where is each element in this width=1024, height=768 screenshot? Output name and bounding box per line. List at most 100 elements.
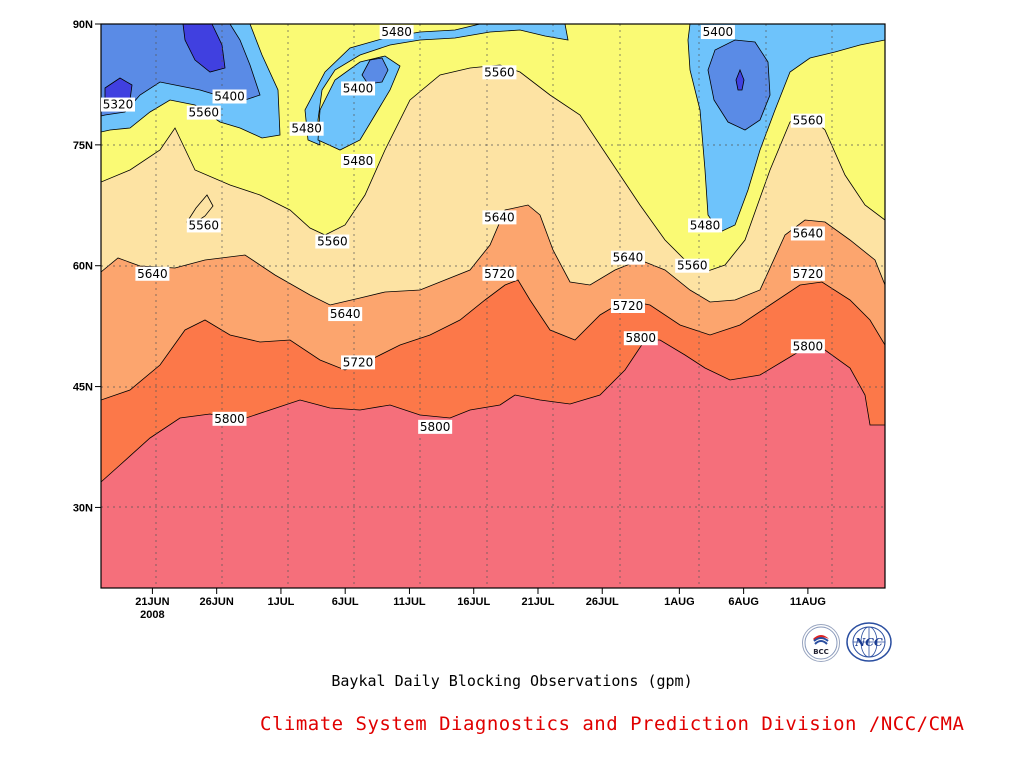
band-below-5320-east <box>735 68 745 91</box>
x-tick-label: 1JUL <box>267 596 294 608</box>
contour-label-bg <box>101 97 135 112</box>
contour-label-bg <box>186 105 221 120</box>
contour-label-text: 5800 <box>626 331 657 345</box>
contour-label-text: 5560 <box>189 106 220 120</box>
contour-label-bg <box>482 210 517 225</box>
contour-label: 5400 <box>212 89 247 104</box>
contour-label-bg <box>186 218 221 233</box>
contour-labels: 5320 5400 5480 5400 5560 5480 5480 5560 5400 5560… <box>101 25 825 434</box>
contour-label: 5560 <box>186 105 221 120</box>
contour-label-text: 5720 <box>613 299 644 313</box>
band-5400-5480-mid <box>304 24 569 146</box>
contour-label-bg <box>289 121 324 136</box>
contour-label-text: 5480 <box>343 154 374 168</box>
contour-label-bg <box>135 266 170 281</box>
contour-label-bg <box>482 266 517 281</box>
contour-label-bg <box>790 266 825 281</box>
contour-label-bg <box>610 250 645 265</box>
contour-label-bg <box>418 419 453 434</box>
contour-label: 5560 <box>186 218 221 233</box>
contour-label-bg <box>212 89 247 104</box>
contour-label-text: 5480 <box>381 25 412 39</box>
contour-label-text: 5560 <box>484 65 515 79</box>
contour-label-text: 5800 <box>214 412 245 426</box>
contour-label: 5480 <box>688 218 723 233</box>
contour-label-text: 5560 <box>793 114 824 128</box>
contour-label: 5640 <box>790 226 825 241</box>
contour-label-text: 5480 <box>291 122 322 136</box>
contour-label: 5560 <box>315 234 350 249</box>
ncc-logo: NCC <box>846 622 892 662</box>
y-axis: 30N 45N 60N 75N 90N <box>73 19 101 514</box>
contour-label-bg <box>790 226 825 241</box>
y-tick-label: 45N <box>73 382 93 394</box>
x-tick-label: 11JUL <box>393 596 426 608</box>
x-tick-label: 21JUL <box>521 596 554 608</box>
contour-label-text: 5400 <box>343 81 374 95</box>
contour-label: 5400 <box>341 81 376 96</box>
contour-label: 5560 <box>790 113 825 128</box>
contour-label-text: 5400 <box>703 25 734 39</box>
ncc-logo-text: NCC <box>854 636 883 649</box>
x-tick-label: 16JUL <box>457 596 490 608</box>
contour-label-bg <box>790 113 825 128</box>
contour-label: 5480 <box>289 121 324 136</box>
contour-label-bg <box>315 234 350 249</box>
contour-label: 5480 <box>379 25 414 40</box>
contour-fill-layer <box>101 24 885 588</box>
contour-label-bg <box>700 25 735 40</box>
y-tick-label: 90N <box>73 19 93 31</box>
contour-label: 5320 <box>101 97 135 112</box>
contour-label-bg <box>623 331 658 346</box>
contour-label-bg <box>212 411 247 426</box>
contour-label: 5480 <box>341 153 376 168</box>
contour-label-text: 5800 <box>793 339 824 353</box>
contour-label: 5640 <box>610 250 645 265</box>
bcc-logo-icon: BCC <box>804 626 838 660</box>
contour-label: 5720 <box>790 266 825 281</box>
contour-label: 5800 <box>790 339 825 354</box>
x-tick-label: 6JUL <box>332 596 359 608</box>
contour-label-text: 5560 <box>677 259 708 273</box>
y-tick-label: 30N <box>73 502 93 514</box>
x-tick-label: 11AUG <box>790 596 826 608</box>
plot-frame <box>100 23 886 589</box>
contour-label: 5800 <box>418 419 453 434</box>
contour-label: 5720 <box>610 299 645 313</box>
contour-label-bg <box>482 65 517 80</box>
x-year-label: 2008 <box>140 609 164 621</box>
contour-label: 5800 <box>212 411 247 426</box>
contour-label-text: 5560 <box>317 235 348 249</box>
bcc-logo: BCC <box>802 624 840 662</box>
contour-label-text: 5640 <box>330 307 361 321</box>
contour-label-bg <box>790 339 825 354</box>
contour-label: 5640 <box>135 266 170 281</box>
x-tick-label: 21JUN <box>135 596 169 608</box>
x-tick-label: 26JUN <box>200 596 234 608</box>
band-above-5800 <box>101 339 885 588</box>
contour-label: 5720 <box>482 266 517 281</box>
contour-label-text: 5480 <box>690 218 721 232</box>
ncc-logo-icon: NCC <box>846 622 892 662</box>
contour-label-bg <box>610 299 645 313</box>
y-tick-label: 75N <box>73 140 93 152</box>
contour-label-text: 5400 <box>214 90 245 104</box>
contour-label: 5640 <box>482 210 517 225</box>
contour-label-text: 5320 <box>103 98 134 112</box>
contour-label: 5720 <box>341 355 376 370</box>
chart-title: Baykal Daily Blocking Observations (gpm) <box>331 672 693 690</box>
contour-label-bg <box>341 153 376 168</box>
contour-label: 5560 <box>675 258 710 273</box>
contour-label: 5560 <box>482 65 517 80</box>
credit-text: Climate System Diagnostics and Predictio… <box>260 713 965 735</box>
contour-label-text: 5640 <box>484 210 515 224</box>
contour-label-text: 5720 <box>484 267 515 281</box>
x-tick-label: 6AUG <box>728 596 759 608</box>
contour-label: 5400 <box>700 25 735 40</box>
y-tick-label: 60N <box>73 261 93 273</box>
x-tick-label: 26JUL <box>586 596 619 608</box>
contour-label-bg <box>379 25 414 40</box>
contour-label-bg <box>328 307 363 322</box>
